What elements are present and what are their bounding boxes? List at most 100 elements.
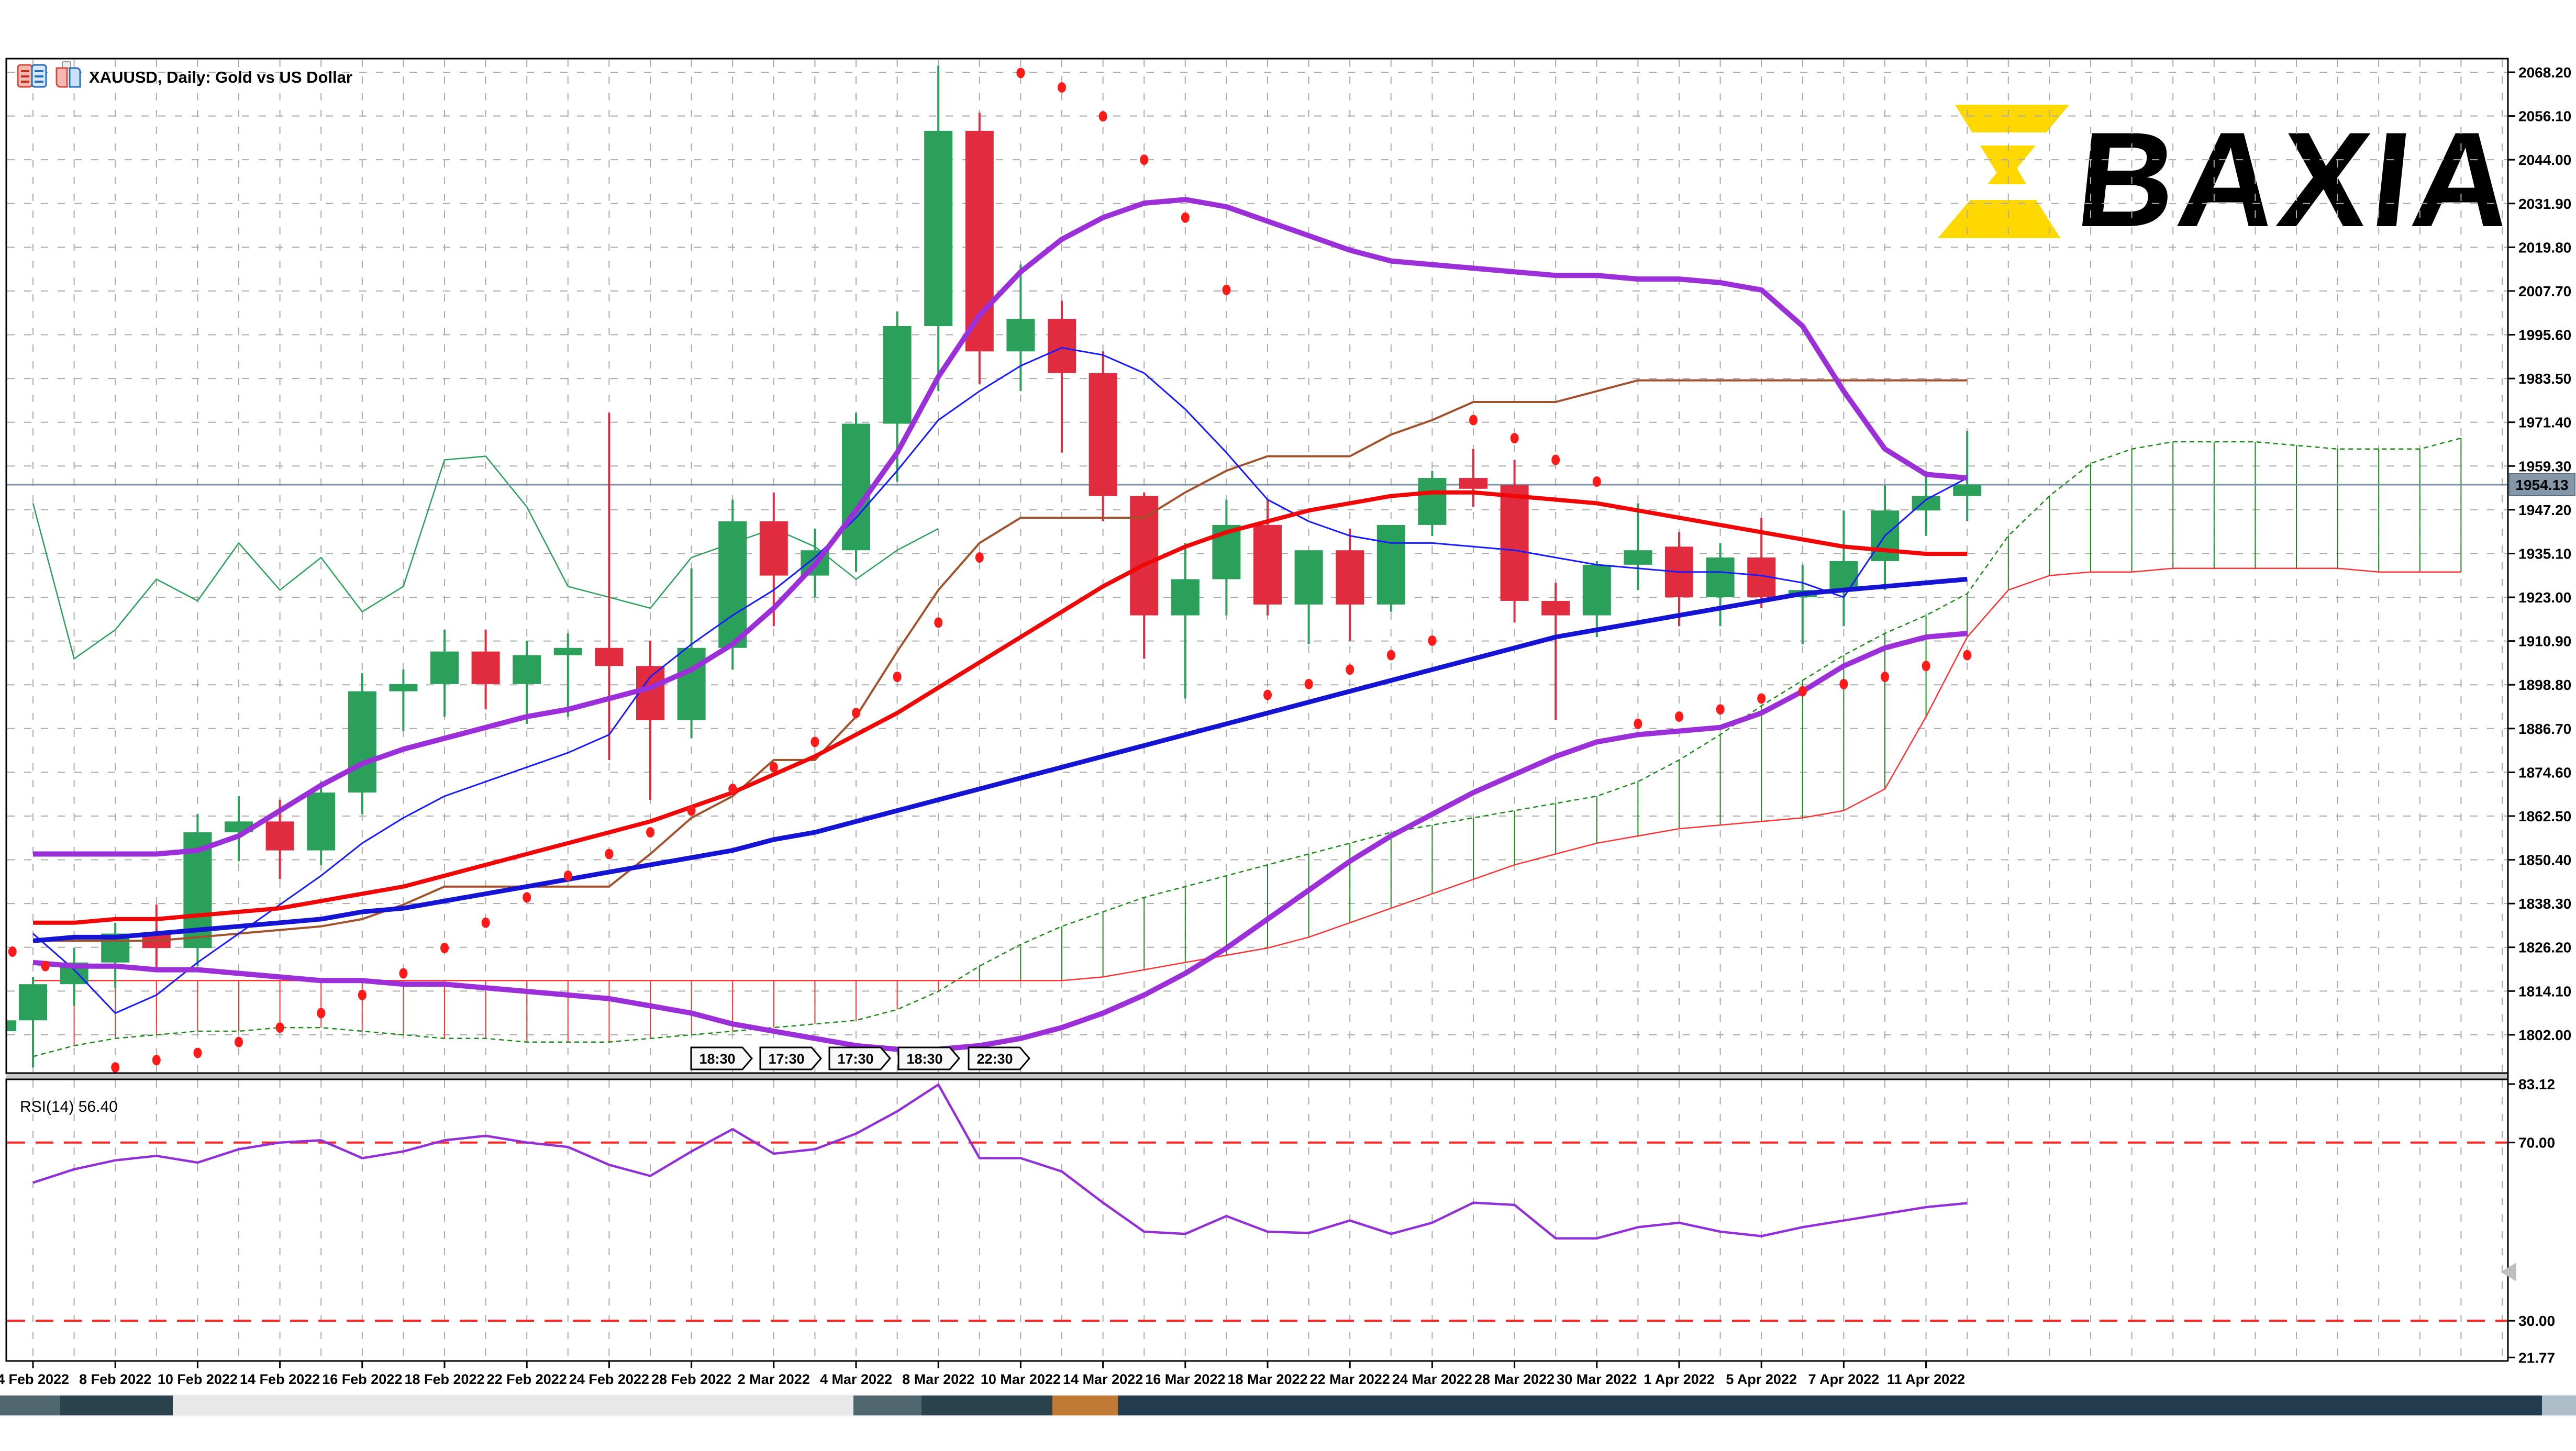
time-marker-flag[interactable] (968, 1046, 1030, 1070)
ichimoku-kijun-thin-blue (32, 347, 1968, 1014)
price-axis-label: 1983.50 (2518, 371, 2571, 387)
depth-list-icon[interactable] (17, 64, 47, 88)
sar-dot (1757, 693, 1766, 704)
date-axis-label: 24 Feb 2022 (569, 1371, 649, 1387)
date-axis-label: 14 Mar 2022 (1063, 1371, 1143, 1387)
sar-dot (975, 552, 984, 563)
time-marker-flag[interactable] (690, 1046, 753, 1070)
price-axis-label: 1814.10 (2518, 983, 2571, 999)
sar-dot (523, 892, 531, 903)
current-price-value: 1954.13 (2515, 477, 2568, 493)
sar-dot (193, 1047, 202, 1058)
sar-dot (235, 1036, 243, 1047)
time-marker-flag[interactable] (759, 1046, 822, 1070)
scrollbar-segment[interactable] (1118, 1396, 2542, 1415)
panel-separator[interactable] (6, 1073, 2508, 1079)
price-axis-label: 2031.90 (2518, 196, 2571, 212)
candle-body (1376, 524, 1405, 605)
date-axis-label: 11 Apr 2022 (1887, 1371, 1965, 1387)
candle-body (6, 1020, 17, 1032)
current-price-tag: 1954.13 (2508, 473, 2575, 496)
scrollbar-segment[interactable] (853, 1396, 921, 1415)
sar-dot (440, 943, 449, 954)
sar-dot (1716, 704, 1725, 715)
scrollbar-segment[interactable] (173, 1396, 853, 1415)
date-axis-label: 24 Mar 2022 (1392, 1371, 1472, 1387)
date-axis-label: 18 Feb 2022 (404, 1371, 484, 1387)
senkou-span-b-line (33, 567, 2461, 981)
date-axis-label: 22 Feb 2022 (487, 1371, 567, 1387)
sar-dot (1798, 686, 1807, 697)
sar-dot (687, 805, 696, 816)
price-axis-label: 1862.50 (2518, 808, 2571, 824)
candle-body (1541, 600, 1570, 616)
sar-dot (563, 870, 572, 881)
price-axis-strip[interactable] (2508, 59, 2576, 1362)
rsi-line (32, 1083, 1968, 1240)
sar-dot (893, 672, 902, 683)
date-axis-label: 5 Apr 2022 (1726, 1371, 1797, 1387)
candle-body (1418, 478, 1447, 525)
candle-body (553, 648, 582, 655)
sar-dot (1881, 672, 1889, 683)
price-axis-label: 1826.20 (2518, 940, 2571, 956)
price-axis-label: 1802.00 (2518, 1027, 2571, 1043)
candle-body (883, 326, 912, 424)
sar-dot (1263, 689, 1272, 700)
candle-body (759, 521, 788, 576)
time-marker-flag[interactable] (897, 1046, 960, 1070)
sar-dot (152, 1055, 161, 1066)
bollinger-lower (32, 631, 1968, 1052)
sar-dot (1386, 650, 1395, 661)
price-axis-label: 1935.10 (2518, 545, 2571, 562)
candle-body (1624, 550, 1652, 565)
date-axis-label: 28 Mar 2022 (1474, 1371, 1555, 1387)
candle-body (595, 648, 624, 666)
candle-body (513, 655, 541, 684)
sar-dot (111, 1062, 120, 1073)
rsi-axis-label: 70.00 (2518, 1135, 2555, 1151)
scrollbar-segment[interactable] (2542, 1396, 2576, 1415)
candle-body (1336, 550, 1364, 605)
date-axis-strip[interactable] (6, 1362, 2508, 1389)
price-axis-label: 1959.30 (2518, 458, 2571, 474)
sar-dot (852, 708, 860, 719)
date-axis-label: 10 Mar 2022 (981, 1371, 1061, 1387)
candle-body (1953, 484, 1982, 496)
time-marker-label: 18:30 (906, 1051, 942, 1067)
date-axis-label: 8 Mar 2022 (902, 1371, 974, 1387)
price-axis-label: 1910.90 (2518, 633, 2571, 650)
sar-dot (1140, 154, 1149, 165)
sar-dot (1510, 433, 1519, 444)
sar-dot (41, 961, 50, 972)
candle-body (1294, 550, 1323, 605)
price-axis-label: 1923.00 (2518, 589, 2571, 606)
sar-dot (1346, 664, 1354, 675)
sar-dot (605, 849, 614, 860)
axis-scroll-marker-icon[interactable] (2501, 1263, 2516, 1281)
candle-body (1130, 496, 1159, 616)
price-axis-label: 1850.40 (2518, 852, 2571, 868)
indicator-lines (32, 197, 1968, 1052)
rsi-indicator (7, 1083, 2507, 1322)
scrollbar-segment[interactable] (60, 1396, 173, 1415)
price-axis-label: 2019.80 (2518, 239, 2571, 255)
candle-body (718, 521, 747, 648)
time-marker-label: 18:30 (699, 1051, 735, 1067)
sar-dot (1181, 212, 1190, 223)
sar-dot (317, 1008, 326, 1019)
scrollbar-segment[interactable] (921, 1396, 1052, 1415)
scrollbar[interactable] (0, 1394, 2576, 1416)
date-axis-label: 30 Mar 2022 (1557, 1371, 1637, 1387)
grid-lines (7, 60, 2507, 1360)
sar-dot (1634, 718, 1642, 729)
scrollbar-segment[interactable] (0, 1396, 60, 1415)
sar-dot (646, 827, 654, 838)
candle-body (1582, 564, 1611, 616)
baxia-logo-mark (1938, 105, 2069, 238)
chart-type-icon[interactable] (55, 61, 81, 88)
sar-dot (275, 1022, 284, 1033)
time-marker-flag[interactable] (828, 1046, 891, 1070)
scrollbar-segment[interactable] (1052, 1396, 1118, 1415)
